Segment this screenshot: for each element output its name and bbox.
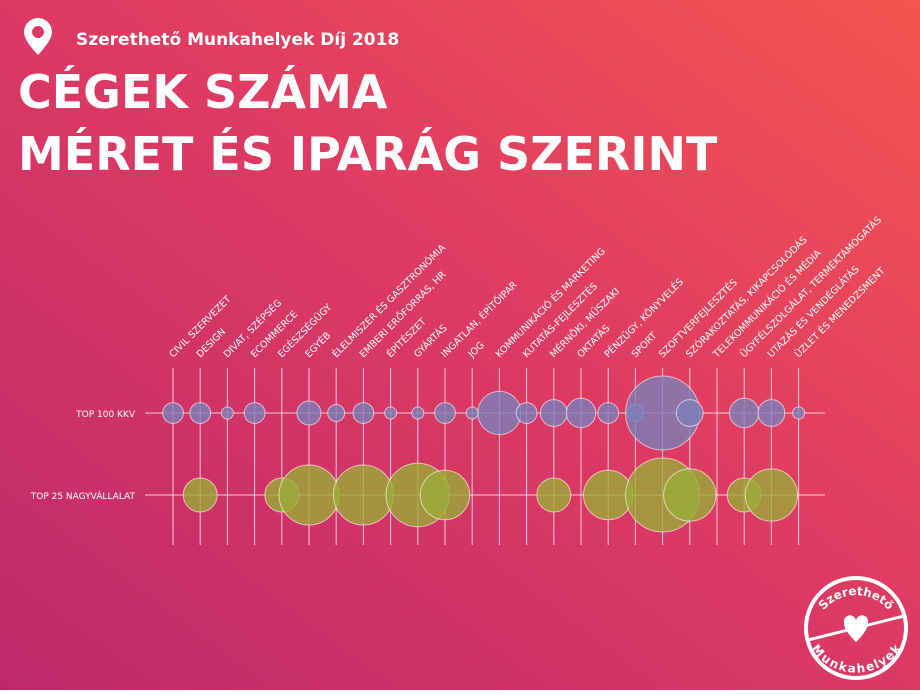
bubble	[477, 390, 522, 436]
row-label: TOP 100 KKV	[75, 410, 136, 420]
bubble	[434, 402, 456, 424]
logo-ring	[804, 576, 908, 680]
bubble	[278, 464, 340, 526]
bubble	[189, 402, 212, 424]
bubble	[220, 406, 234, 420]
title-line: MÉRET ÉS IPARÁG SZERINT	[18, 127, 718, 181]
bubble	[327, 404, 346, 422]
bubble	[539, 399, 568, 427]
bubble	[465, 406, 479, 420]
bubble	[757, 399, 786, 427]
title-line: CÉGEK SZÁMA	[18, 65, 388, 119]
bubble	[419, 469, 471, 521]
bubble	[296, 400, 322, 426]
supertitle: Szerethető Munkahelyek Díj 2018	[76, 30, 399, 50]
bubble	[536, 477, 572, 513]
logo-heart	[843, 615, 869, 642]
bubble	[243, 402, 266, 424]
bubble	[744, 468, 799, 522]
bubble	[515, 402, 538, 424]
bubble	[384, 406, 398, 420]
bubble	[729, 397, 760, 429]
bubble	[792, 406, 806, 420]
bubble	[332, 464, 394, 526]
bubble	[675, 399, 704, 427]
bubble	[663, 468, 717, 522]
pin-icon	[24, 18, 52, 55]
bubble	[182, 477, 218, 513]
bubble	[352, 402, 375, 424]
bubble	[162, 402, 184, 424]
bubble	[565, 397, 597, 429]
bubble	[411, 406, 425, 420]
row-label: TOP 25 NAGYVÁLLALAT	[30, 490, 136, 502]
bubble	[597, 402, 620, 424]
